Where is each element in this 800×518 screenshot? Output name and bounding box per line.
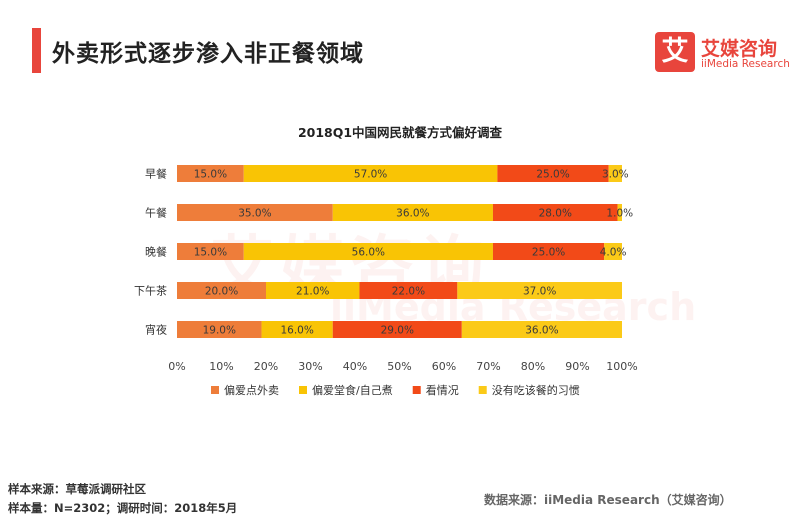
bar-segment xyxy=(617,204,622,221)
bar-segment xyxy=(604,243,622,260)
bar-segment xyxy=(177,321,262,338)
bar-segment xyxy=(359,282,458,299)
data-label: 36.0% xyxy=(396,208,429,220)
data-label: 25.0% xyxy=(532,247,565,259)
brand-logo: 艾 艾媒咨询 iiMedia Research xyxy=(655,32,790,78)
category-label: 宵夜 xyxy=(145,323,167,337)
legend-label: 偏爱堂食/自己煮 xyxy=(312,383,393,397)
sample-source: 样本来源：草莓派调研社区 xyxy=(8,482,146,496)
page-title: 外卖形式逐步渗入非正餐领域 xyxy=(52,41,364,67)
logo-name: 艾媒咨询 xyxy=(701,38,778,60)
data-label: 16.0% xyxy=(280,325,313,337)
bar-segment xyxy=(243,243,493,260)
bar-segment xyxy=(332,321,462,338)
data-label: 28.0% xyxy=(539,208,572,220)
bar-segment xyxy=(177,282,266,299)
x-tick-label: 20% xyxy=(254,360,278,373)
data-label: 15.0% xyxy=(194,247,227,259)
x-tick-label: 70% xyxy=(476,360,500,373)
bar-segment xyxy=(243,165,498,182)
data-label: 3.0% xyxy=(602,169,629,181)
category-label: 早餐 xyxy=(145,167,167,181)
data-label: 36.0% xyxy=(525,325,558,337)
x-tick-label: 50% xyxy=(387,360,411,373)
logo-badge: 艾 xyxy=(655,32,695,72)
data-label: 25.0% xyxy=(536,169,569,181)
x-tick-label: 10% xyxy=(209,360,233,373)
category-label: 晚餐 xyxy=(145,245,167,259)
bar-segment xyxy=(492,243,605,260)
x-tick-label: 90% xyxy=(565,360,589,373)
bar-segment xyxy=(261,321,333,338)
bar-segment xyxy=(608,165,622,182)
bar-segment xyxy=(177,165,244,182)
legend-swatch xyxy=(299,386,307,394)
legend-label: 看情况 xyxy=(426,383,459,397)
legend-swatch xyxy=(211,386,219,394)
data-label: 29.0% xyxy=(381,325,414,337)
data-label: 15.0% xyxy=(194,169,227,181)
legend-swatch xyxy=(478,386,487,394)
data-label: 21.0% xyxy=(296,286,329,298)
data-source: 数据来源：iiMedia Research（艾媒咨询） xyxy=(484,493,732,507)
title-accent-bar xyxy=(32,28,41,73)
category-label: 下午茶 xyxy=(134,285,167,298)
x-tick-label: 0% xyxy=(168,360,185,373)
x-tick-label: 30% xyxy=(298,360,322,373)
data-label: 4.0% xyxy=(600,247,627,259)
bar-segment xyxy=(492,204,618,221)
data-label: 57.0% xyxy=(354,169,387,181)
legend-swatch xyxy=(412,386,421,394)
data-label: 20.0% xyxy=(205,286,238,298)
bar-segment xyxy=(266,282,360,299)
x-tick-label: 40% xyxy=(343,360,367,373)
bar-segment xyxy=(457,282,622,299)
bar-segment xyxy=(177,243,244,260)
bar-segment xyxy=(497,165,609,182)
bar-segment xyxy=(332,204,493,221)
data-label: 35.0% xyxy=(238,208,271,220)
chart-title: 2018Q1中国网民就餐方式偏好调查 xyxy=(298,125,503,140)
logo-subtitle: iiMedia Research xyxy=(701,58,790,70)
x-tick-label: 60% xyxy=(432,360,456,373)
legend-label: 没有吃该餐的习惯 xyxy=(492,383,580,397)
bar-segment xyxy=(461,321,622,338)
sample-size: 样本量：N=2302；调研时间：2018年5月 xyxy=(8,501,238,515)
x-tick-label: 100% xyxy=(606,360,637,373)
data-label: 37.0% xyxy=(523,286,556,298)
data-label: 1.0% xyxy=(606,208,633,220)
category-label: 午餐 xyxy=(145,206,167,220)
legend-label: 偏爱点外卖 xyxy=(224,383,279,397)
data-label: 56.0% xyxy=(352,247,385,259)
bar-segment xyxy=(177,204,333,221)
data-label: 22.0% xyxy=(392,286,425,298)
x-tick-label: 80% xyxy=(521,360,545,373)
data-label: 19.0% xyxy=(203,325,236,337)
